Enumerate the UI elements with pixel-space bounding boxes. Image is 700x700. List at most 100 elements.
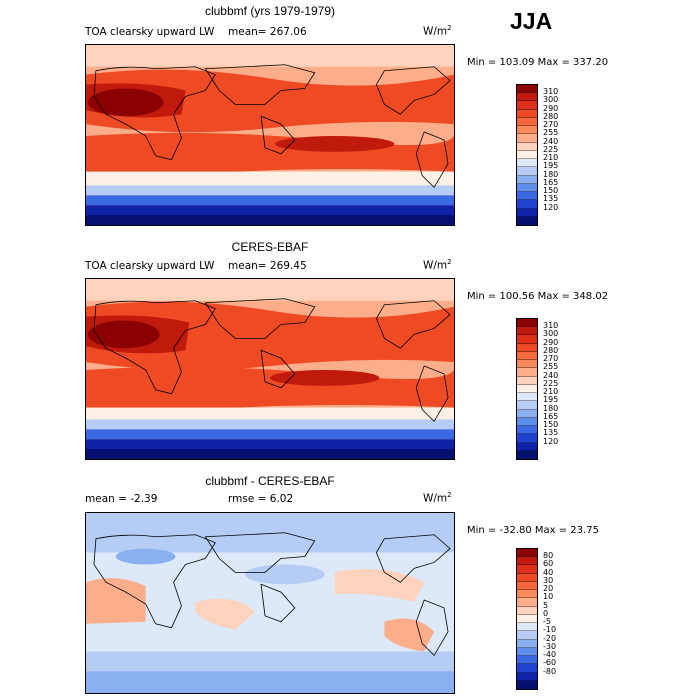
colorbar-label: 0: [543, 608, 549, 618]
colorbar-swatch: [517, 93, 537, 102]
colorbar-label: -80: [543, 666, 557, 676]
colorbar-swatch: [517, 664, 537, 673]
colorbar-swatch: [517, 343, 537, 352]
colorbar-swatch: [517, 557, 537, 566]
colorbar-swatch: [517, 606, 537, 615]
colorbar-label: 120: [543, 202, 559, 212]
colorbar-swatch: [517, 442, 537, 451]
colorbar-swatch: [517, 565, 537, 574]
colorbar-label: 10: [543, 592, 554, 602]
panel-2-map: [85, 278, 455, 460]
colorbar-label: 280: [543, 111, 559, 121]
colorbar-swatch: [517, 614, 537, 624]
colorbar-label: 150: [543, 420, 559, 430]
colorbar-label: 210: [543, 153, 559, 163]
panel-1-colorbar-labels: 310 300 290 280 270 255 240 225 210 195 180 165 150 1…: [543, 84, 583, 226]
colorbar-swatch: [517, 109, 537, 118]
panel-3-colorbar: [516, 548, 538, 690]
colorbar-label: 290: [543, 337, 559, 347]
colorbar-label: 165: [543, 411, 559, 421]
colorbar-swatch: [517, 142, 537, 151]
colorbar-swatch: [517, 183, 537, 193]
colorbar-swatch: [517, 631, 537, 640]
colorbar-label: 210: [543, 387, 559, 397]
panel-3-colorbar-labels: 80 60 40 30 20 10 5 0 -5 -10 -20 -30 -40 -60 -80: [543, 548, 583, 690]
colorbar-swatch: [517, 351, 537, 361]
panel-2-variable: TOA clearsky upward LW: [85, 260, 215, 272]
panel-2-unit: W/m2: [423, 258, 452, 272]
colorbar-label: 180: [543, 403, 559, 413]
colorbar-swatch: [517, 368, 537, 377]
colorbar-swatch: [517, 581, 537, 591]
panel-3-map: [85, 512, 455, 694]
colorbar-swatch: [517, 417, 537, 427]
colorbar-swatch: [517, 590, 537, 599]
colorbar-swatch: [517, 159, 537, 168]
colorbar-label: -10: [543, 625, 557, 635]
panel-1-map: [85, 44, 455, 226]
colorbar-label: 60: [543, 559, 554, 569]
colorbar-label: 20: [543, 584, 554, 594]
colorbar-label: 290: [543, 103, 559, 113]
colorbar-label: 135: [543, 194, 559, 204]
panel-1-unit: W/m2: [423, 24, 452, 38]
colorbar-swatch: [517, 393, 537, 402]
colorbar-label: 135: [543, 428, 559, 438]
panel-3-rmse: rmse = 6.02: [228, 493, 294, 505]
colorbar-swatch: [517, 434, 537, 443]
colorbar-label: 255: [543, 362, 559, 372]
colorbar-swatch: [517, 384, 537, 394]
colorbar-swatch: [517, 639, 537, 648]
colorbar-label: 225: [543, 144, 559, 154]
panel-2-mean: mean= 269.45: [228, 260, 307, 272]
panel-2-colorbar-labels: 310 300 290 280 270 255 240 225 210 195 180 165 150 1…: [543, 318, 583, 460]
colorbar-swatch: [517, 680, 537, 689]
panel-1-colorbar: [516, 84, 538, 226]
colorbar-swatch: [517, 208, 537, 217]
colorbar-swatch: [517, 450, 537, 459]
colorbar-label: 300: [543, 329, 559, 339]
colorbar-swatch: [517, 549, 537, 558]
colorbar-label: 80: [543, 551, 554, 561]
colorbar-swatch: [517, 85, 537, 94]
colorbar-label: 300: [543, 95, 559, 105]
colorbar-label: 195: [543, 395, 559, 405]
colorbar-label: 40: [543, 567, 554, 577]
colorbar-swatch: [517, 426, 537, 435]
colorbar-label: 225: [543, 378, 559, 388]
colorbar-label: 270: [543, 120, 559, 130]
colorbar-swatch: [517, 656, 537, 665]
panel-1-minmax: Min = 103.09 Max = 337.20: [467, 57, 609, 68]
colorbar-label: 240: [543, 370, 559, 380]
panel-1-variable: TOA clearsky upward LW: [85, 26, 215, 38]
colorbar-swatch: [517, 126, 537, 135]
colorbar-swatch: [517, 216, 537, 225]
colorbar-swatch: [517, 672, 537, 681]
season-label: JJA: [510, 8, 553, 34]
colorbar-label: 150: [543, 186, 559, 196]
colorbar-swatch: [517, 200, 537, 209]
colorbar-label: 255: [543, 128, 559, 138]
colorbar-swatch: [517, 409, 537, 418]
colorbar-label: 240: [543, 136, 559, 146]
panel-3-unit: W/m2: [423, 491, 452, 505]
colorbar-label: 120: [543, 436, 559, 446]
panel-2-colorbar: [516, 318, 538, 460]
colorbar-swatch: [517, 167, 537, 176]
colorbar-swatch: [517, 335, 537, 344]
colorbar-swatch: [517, 401, 537, 410]
colorbar-label: -40: [543, 650, 557, 660]
colorbar-label: -30: [543, 641, 557, 651]
colorbar-label: 310: [543, 87, 559, 97]
colorbar-label: 280: [543, 345, 559, 355]
colorbar-label: 5: [543, 600, 549, 610]
colorbar-label: 30: [543, 575, 554, 585]
colorbar-label: 310: [543, 321, 559, 331]
colorbar-swatch: [517, 134, 537, 143]
colorbar-label: 165: [543, 177, 559, 187]
colorbar-swatch: [517, 192, 537, 201]
colorbar-swatch: [517, 327, 537, 336]
panel-3-minmax: Min = -32.80 Max = 23.75: [467, 525, 599, 536]
colorbar-swatch: [517, 150, 537, 160]
panel-1-title: clubbmf (yrs 1979-1979): [204, 4, 336, 18]
